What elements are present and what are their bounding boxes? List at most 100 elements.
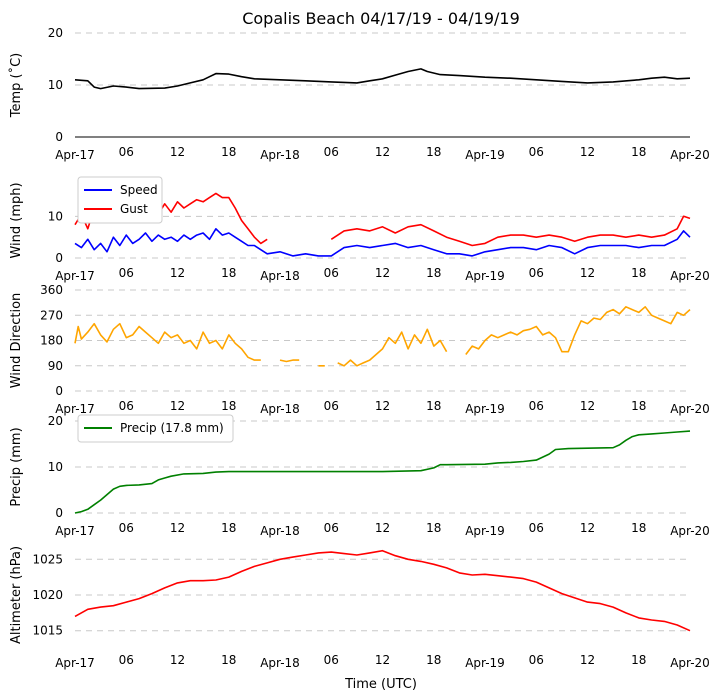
x-tick-label: Apr-17 xyxy=(55,656,95,670)
y-axis-label: Wind (mph) xyxy=(9,182,24,258)
y-axis-label: Wind Direction xyxy=(9,293,24,389)
x-tick-label: 12 xyxy=(375,399,390,413)
x-tick-label: 18 xyxy=(221,521,236,535)
panel-2: 0 90 180 270 360 Apr-17 06 12 18 Apr-18 06 12 18 Apr-… xyxy=(9,283,710,416)
x-tick-label: 06 xyxy=(324,266,339,280)
x-tick-label: Apr-20 xyxy=(670,656,710,670)
y-tick-label: 20 xyxy=(48,26,63,40)
x-tick-label: 12 xyxy=(580,521,595,535)
series-line-2-0 xyxy=(74,306,691,367)
y-tick-label: 0 xyxy=(55,130,63,144)
x-tick-label: 06 xyxy=(119,399,134,413)
x-tick-label: Apr-20 xyxy=(670,269,710,283)
x-tick-label: Apr-19 xyxy=(465,402,505,416)
x-tick-label: 18 xyxy=(631,653,646,667)
x-tick-label: 06 xyxy=(529,399,544,413)
x-tick-label: 12 xyxy=(375,145,390,159)
x-tick-label: 18 xyxy=(631,145,646,159)
x-tick-label: Apr-18 xyxy=(260,402,300,416)
x-tick-label: 18 xyxy=(426,521,441,535)
x-tick-label: Apr-19 xyxy=(465,656,505,670)
x-tick-label: 06 xyxy=(324,399,339,413)
x-tick-label: 06 xyxy=(529,266,544,280)
panel-3: 0 10 20 Apr-17 06 12 18 Apr-18 06 12 18 Apr-19 06 12 1… xyxy=(9,414,710,538)
x-tick-label: 06 xyxy=(119,521,134,535)
figure-title: Copalis Beach 04/17/19 - 04/19/19 xyxy=(242,9,520,28)
x-tick-label: 18 xyxy=(221,653,236,667)
series-line-3-0 xyxy=(74,430,691,514)
x-tick-label: 12 xyxy=(580,399,595,413)
x-tick-label: Apr-18 xyxy=(260,148,300,162)
y-tick-label: 180 xyxy=(40,334,63,348)
y-axis-label: Altimeter (hPa) xyxy=(9,546,24,644)
x-tick-label: Apr-19 xyxy=(465,524,505,538)
x-tick-label: 06 xyxy=(529,521,544,535)
x-tick-label: Apr-17 xyxy=(55,148,95,162)
x-tick-label: Apr-19 xyxy=(465,148,505,162)
x-tick-label: 18 xyxy=(631,399,646,413)
x-tick-label: Apr-18 xyxy=(260,269,300,283)
legend-label: Speed xyxy=(120,183,158,197)
x-tick-label: 12 xyxy=(170,145,185,159)
x-tick-label: 12 xyxy=(580,145,595,159)
x-tick-label: 12 xyxy=(580,653,595,667)
legend-label: Precip (17.8 mm) xyxy=(120,421,224,435)
panel-4: 1015 1020 1025 Apr-17 06 12 18 Apr-18 06 12 18 Apr-… xyxy=(9,546,710,670)
x-axis-label: Time (UTC) xyxy=(344,677,417,692)
x-tick-label: 18 xyxy=(426,653,441,667)
x-tick-label: Apr-19 xyxy=(465,269,505,283)
x-tick-label: Apr-20 xyxy=(670,524,710,538)
x-tick-label: Apr-17 xyxy=(55,524,95,538)
x-tick-label: Apr-20 xyxy=(670,148,710,162)
y-tick-label: 1020 xyxy=(32,588,63,602)
x-tick-label: 12 xyxy=(375,653,390,667)
x-tick-label: Apr-18 xyxy=(260,524,300,538)
x-tick-label: 12 xyxy=(375,521,390,535)
x-tick-label: 06 xyxy=(324,653,339,667)
x-tick-label: 18 xyxy=(426,266,441,280)
y-tick-label: 270 xyxy=(40,308,63,322)
x-tick-label: 06 xyxy=(529,653,544,667)
y-tick-label: 0 xyxy=(55,506,63,520)
y-tick-label: 1015 xyxy=(32,624,63,638)
series-line-1-0 xyxy=(74,228,691,257)
x-tick-label: 12 xyxy=(170,653,185,667)
y-tick-label: 10 xyxy=(48,78,63,92)
x-tick-label: 12 xyxy=(580,266,595,280)
x-tick-label: 12 xyxy=(170,266,185,280)
x-tick-label: 18 xyxy=(221,145,236,159)
y-tick-label: 0 xyxy=(55,384,63,398)
y-tick-label: 0 xyxy=(55,251,63,265)
x-tick-label: 06 xyxy=(324,145,339,159)
x-tick-label: Apr-18 xyxy=(260,656,300,670)
x-tick-label: 06 xyxy=(119,266,134,280)
y-axis-label: Precip (mm) xyxy=(9,427,24,506)
y-tick-label: 10 xyxy=(48,209,63,223)
x-tick-label: 18 xyxy=(631,266,646,280)
x-tick-label: 06 xyxy=(324,521,339,535)
x-tick-label: Apr-20 xyxy=(670,402,710,416)
x-tick-label: 12 xyxy=(170,521,185,535)
x-tick-label: 18 xyxy=(631,521,646,535)
y-tick-label: 10 xyxy=(48,460,63,474)
x-tick-label: 12 xyxy=(170,399,185,413)
y-axis-label: Temp (˚C) xyxy=(8,53,24,119)
x-tick-label: 12 xyxy=(375,266,390,280)
panel-1: 0 10 Apr-17 06 12 18 Apr-18 06 12 18 Apr-19 06 12 18 A… xyxy=(9,176,710,283)
x-tick-label: 06 xyxy=(119,145,134,159)
panel-0: 0 10 20 Apr-17 06 12 18 Apr-18 06 12 18 Apr-19 06 12 1… xyxy=(8,26,710,162)
series-line-4-0 xyxy=(74,549,691,632)
x-tick-label: Apr-17 xyxy=(55,269,95,283)
x-tick-label: 18 xyxy=(426,145,441,159)
x-tick-label: 18 xyxy=(221,266,236,280)
legend-box xyxy=(77,176,163,224)
y-tick-label: 360 xyxy=(40,283,63,297)
y-tick-label: 20 xyxy=(48,414,63,428)
x-tick-label: 06 xyxy=(119,653,134,667)
x-tick-label: 18 xyxy=(221,399,236,413)
y-tick-label: 1025 xyxy=(32,552,63,566)
series-line-0-0 xyxy=(74,68,691,90)
